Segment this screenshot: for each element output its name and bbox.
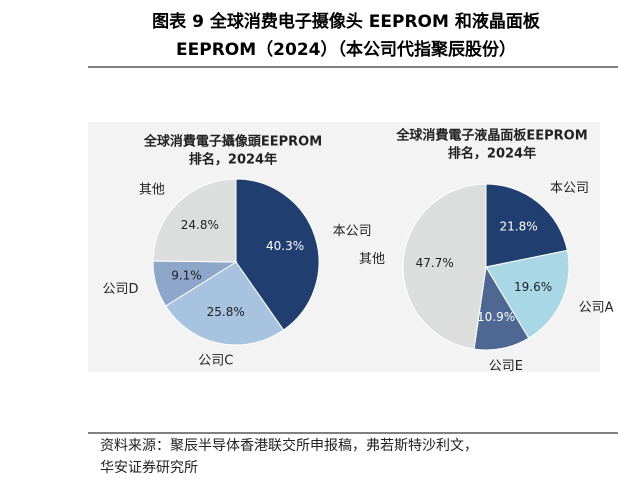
category-label: 公司E xyxy=(489,359,523,374)
figure-title: EEPROM（2024）（本公司代指聚辰股份） xyxy=(176,39,516,60)
pie-slice xyxy=(485,183,568,268)
value-label: 19.6% xyxy=(514,280,552,294)
pie-slice xyxy=(485,249,570,339)
chart-title: 排名，2024年 xyxy=(189,152,277,168)
value-label: 9.1% xyxy=(171,268,202,282)
category-label: 本公司 xyxy=(333,224,372,239)
chart-title: 排名，2024年 xyxy=(448,146,536,162)
value-label: 40.3% xyxy=(266,239,304,253)
pie-slice xyxy=(235,178,320,331)
pie-slice xyxy=(152,178,237,263)
category-label: 其他 xyxy=(359,252,385,267)
figure-title: 图表 9 全球消费电子摄像头 EEPROM 和液晶面板 xyxy=(152,11,541,32)
chart-title: 全球消費電子液晶面板EEPROM xyxy=(395,128,587,144)
source: 华安证券研究所 xyxy=(100,460,198,476)
category-label: 公司C xyxy=(198,354,233,369)
category-label: 公司D xyxy=(102,282,138,297)
chart-title: 全球消費電子攝像頭EEPROM xyxy=(143,134,322,150)
value-label: 10.9% xyxy=(477,310,515,324)
category-label: 其他 xyxy=(139,182,165,197)
category-label: 本公司 xyxy=(550,181,589,196)
pie-slice xyxy=(164,261,285,346)
pie-slice xyxy=(402,183,487,350)
source: 资料来源：聚辰半导体香港联交所申报稿，弗若斯特沙利文， xyxy=(100,437,478,454)
value-label: 21.8% xyxy=(499,220,537,234)
value-label: 47.7% xyxy=(416,256,454,270)
value-label: 25.8% xyxy=(207,305,245,319)
value-label: 24.8% xyxy=(181,218,219,232)
category-label: 公司A xyxy=(579,300,614,315)
